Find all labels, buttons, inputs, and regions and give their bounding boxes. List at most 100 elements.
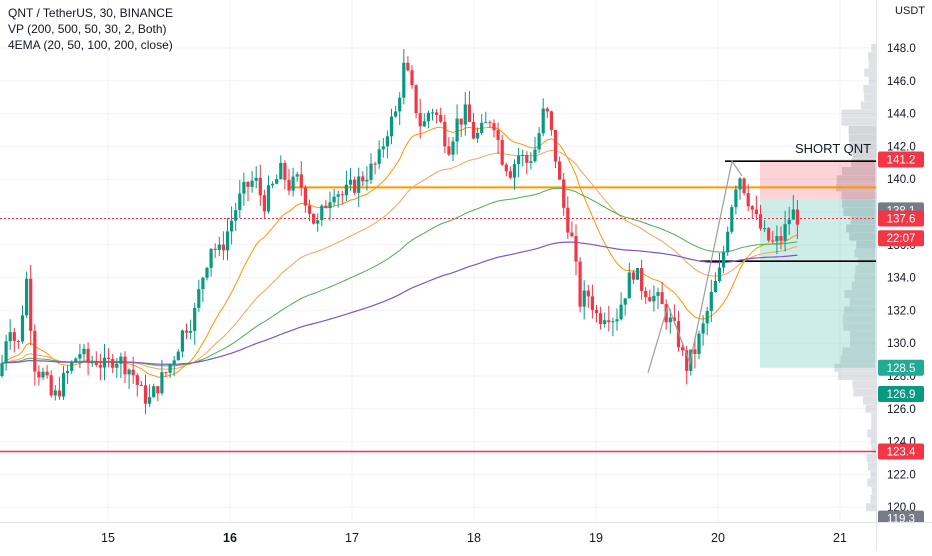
candle-body [143, 385, 148, 404]
candle-body [541, 108, 545, 134]
candle [107, 348, 111, 368]
candle [599, 306, 603, 330]
price-chart[interactable]: SHORT QNT [0, 0, 876, 522]
candle [439, 107, 443, 124]
candle-body [160, 372, 164, 394]
candle-body [74, 358, 78, 363]
candle-body [430, 112, 435, 114]
candle [246, 180, 250, 202]
candle-body [107, 357, 111, 359]
candle [402, 49, 406, 105]
price-tick-label: 144.0 [887, 109, 916, 121]
vp-bar [866, 454, 876, 462]
candle-body [558, 161, 562, 180]
candle [353, 176, 357, 195]
price-tick-label: 132.0 [887, 305, 916, 317]
legend-ema[interactable]: 4EMA (20, 50, 100, 200, close) [8, 38, 173, 52]
candle-body [353, 179, 357, 193]
price-axis[interactable]: USDT 148.0146.0144.0142.0140.0138.0136.0… [876, 0, 932, 527]
time-tick-label: 19 [589, 531, 603, 545]
candle [365, 166, 369, 191]
candle-body [258, 177, 262, 196]
candle-body [426, 112, 430, 122]
candle [197, 279, 201, 312]
candle [717, 252, 722, 283]
candle-body [451, 141, 455, 155]
legend-vp[interactable]: VP (200, 500, 50, 30, 2, Both) [8, 22, 167, 36]
candle [746, 184, 750, 212]
vp-bar [834, 363, 876, 372]
candle-body [385, 136, 389, 147]
candle-body [594, 309, 599, 314]
candle-body [381, 146, 385, 150]
candle-body [184, 330, 189, 333]
vp-bar [841, 191, 876, 200]
candle-body [746, 193, 750, 207]
candle-body [627, 272, 631, 299]
candle [619, 292, 623, 321]
candle [217, 236, 221, 257]
candle-body [640, 268, 644, 291]
candle [558, 156, 562, 180]
candle-body [566, 207, 570, 233]
candle [705, 306, 709, 336]
candle-body [705, 311, 709, 324]
candle [500, 134, 504, 166]
candle [652, 285, 656, 312]
candle-body [0, 363, 4, 376]
candle [471, 112, 476, 140]
candle-body [763, 228, 767, 230]
candle [414, 84, 418, 119]
candle [111, 354, 115, 374]
candle [640, 259, 644, 300]
vp-bar [871, 445, 876, 454]
candle-body [279, 162, 283, 180]
candle-body [275, 179, 279, 184]
candle [795, 200, 799, 239]
candle [525, 151, 529, 175]
candle [258, 164, 262, 206]
candle [758, 204, 763, 231]
vp-bar [864, 93, 876, 102]
vp-bar [868, 76, 876, 85]
candle-body [49, 375, 53, 396]
vp-bar [852, 380, 876, 389]
candle-body [750, 206, 754, 210]
vp-bar [871, 44, 876, 52]
candle [455, 104, 459, 155]
candle-body [738, 178, 742, 190]
vp-bar [837, 372, 876, 380]
candle [29, 264, 33, 346]
candle-body [312, 213, 316, 224]
candle [234, 202, 238, 232]
candle [713, 272, 717, 293]
candle [61, 366, 66, 400]
candle [656, 287, 660, 309]
candle-body [365, 179, 369, 182]
candle [435, 109, 439, 124]
candle [193, 302, 197, 345]
candle [70, 360, 74, 375]
candle [763, 220, 767, 233]
candle [373, 161, 377, 175]
time-axis[interactable]: 15 16 17 18 19 20 21 [0, 522, 876, 551]
candle [578, 257, 582, 313]
candle-body [164, 372, 168, 374]
candle [16, 339, 20, 349]
candle [74, 357, 78, 363]
candle [508, 166, 512, 180]
candle [447, 137, 451, 157]
candle-body [459, 118, 463, 125]
candle-body [607, 320, 611, 323]
candle [41, 367, 45, 380]
candle [787, 206, 791, 235]
chart-area[interactable]: SHORT QNT QNT / TetherUS, 30, BINANCE VP… [0, 0, 876, 522]
candle-body [131, 369, 135, 376]
candle [221, 231, 225, 261]
candle [635, 267, 640, 281]
candle [459, 118, 463, 137]
candle [529, 152, 533, 170]
candle [545, 107, 549, 119]
candle [377, 140, 381, 169]
legend-symbol[interactable]: QNT / TetherUS, 30, BINANCE [8, 6, 173, 20]
